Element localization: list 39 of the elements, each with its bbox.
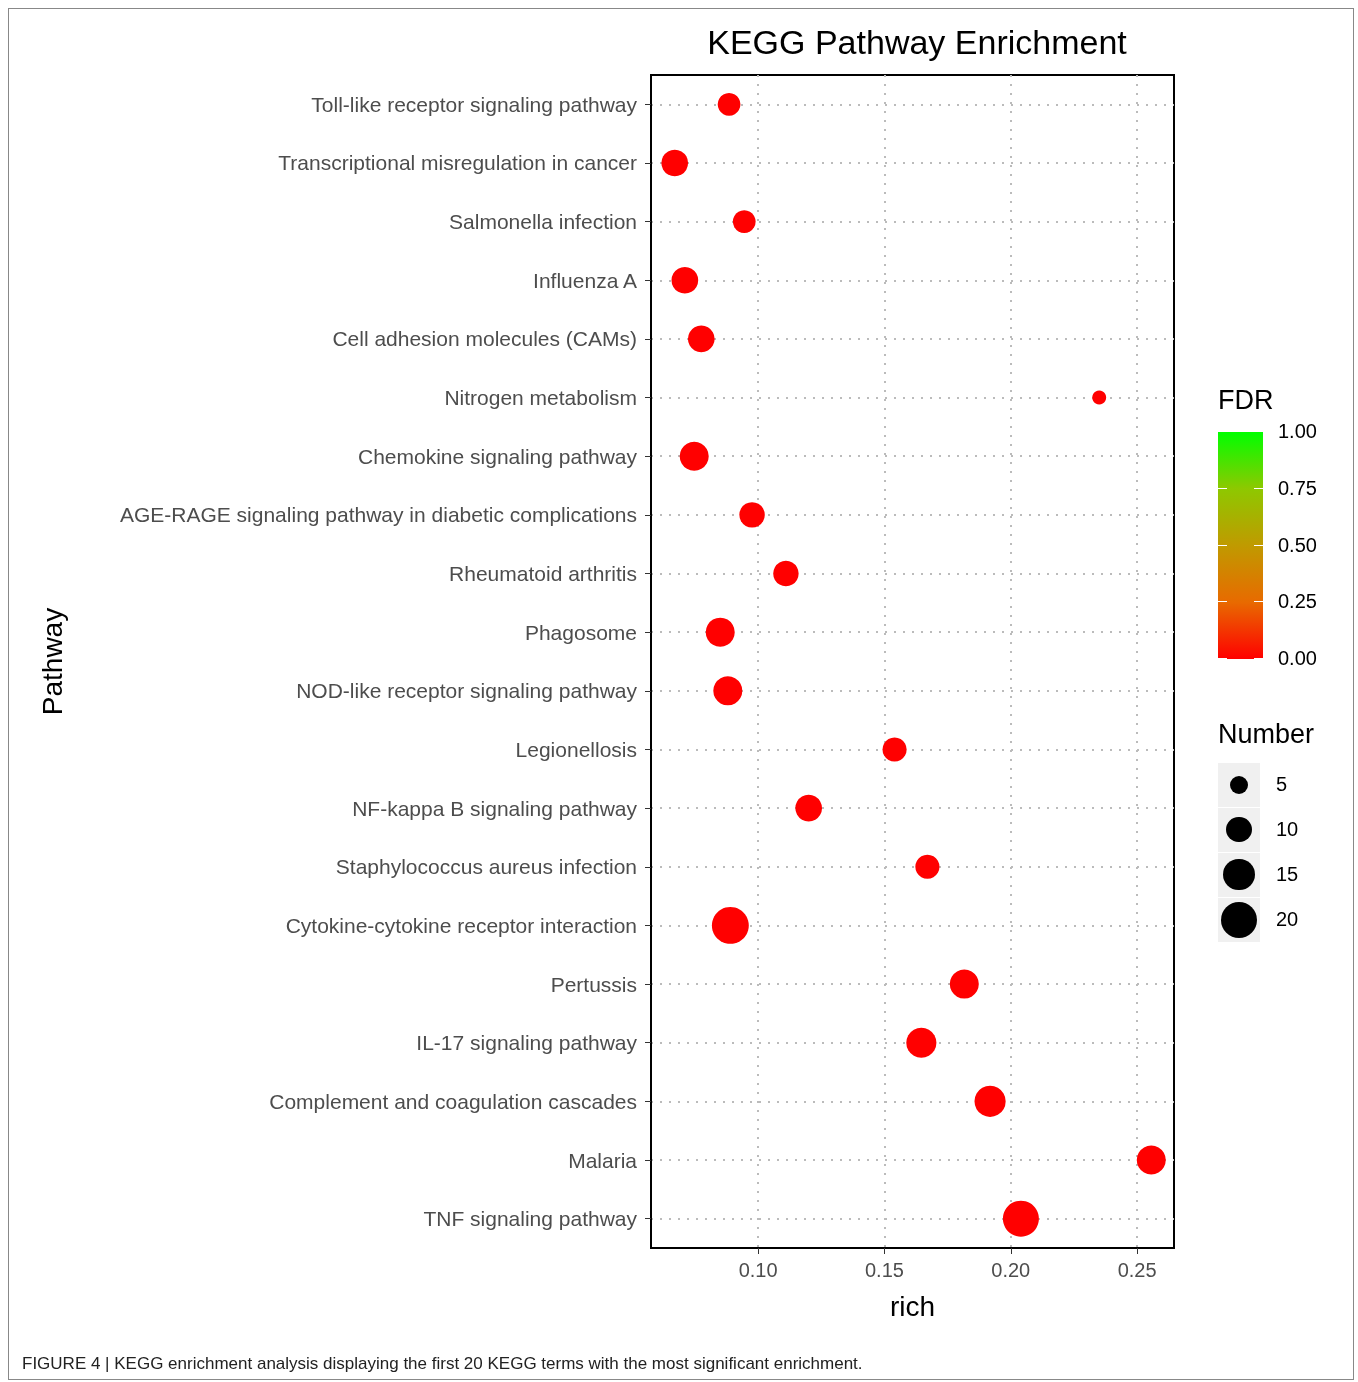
y-tick-label: Phagosome — [524, 620, 637, 644]
legend-label: 10 — [1276, 818, 1299, 841]
y-tick-label: Legionellosis — [515, 737, 637, 761]
y-tick-label: Staphylococcus aureus infection — [335, 855, 637, 879]
color-bar-label: 1.00 — [1278, 420, 1317, 443]
y-tick-label: Complement and coagulation cascades — [269, 1089, 637, 1113]
legend-title: Number — [1218, 719, 1316, 750]
y-tick-label: Rheumatoid arthritis — [449, 562, 637, 586]
color-bar-title: FDR — [1218, 385, 1275, 416]
y-tick-label: Malaria — [568, 1148, 638, 1172]
y-tick-label: Pertussis — [550, 972, 637, 996]
x-tick-label: 0.20 — [991, 1259, 1031, 1281]
y-tick-label: Transcriptional misregulation in cancer — [278, 151, 637, 175]
y-tick-label: NOD-like receptor signaling pathway — [296, 679, 638, 703]
x-axis-title: rich — [889, 1290, 936, 1322]
x-tick-label: 0.15 — [864, 1259, 904, 1281]
legend-label: 15 — [1276, 863, 1299, 886]
x-tick-label: 0.10 — [738, 1259, 778, 1281]
y-tick-label: Chemokine signaling pathway — [358, 444, 638, 468]
x-tick-label: 0.25 — [1117, 1259, 1157, 1281]
legend-label: 20 — [1276, 908, 1299, 931]
y-tick-label: Nitrogen metabolism — [444, 386, 637, 410]
y-tick-label: AGE-RAGE signaling pathway in diabetic complications — [119, 503, 637, 527]
chart-title: KEGG Pathway Enrichment — [707, 23, 1128, 61]
color-bar-label: 0.75 — [1278, 476, 1317, 500]
y-tick-label: Toll-like receptor signaling pathway — [311, 92, 638, 116]
y-tick-label: Influenza A — [533, 268, 637, 292]
caption: FIGURE 4 | KEGG enrichment analysis displaying the first 20 KEGG terms with the most significant enrichment. — [22, 1354, 863, 1374]
y-tick-label: Cell adhesion molecules (CAMs) — [332, 327, 637, 351]
color-bar-label: 0.50 — [1278, 533, 1317, 557]
color-bar-label: 0.00 — [1278, 647, 1317, 670]
color-bar-label: 0.25 — [1278, 590, 1317, 614]
legend-label: 5 — [1276, 773, 1288, 796]
y-axis-title: Pathway — [36, 607, 68, 716]
y-tick-label: Salmonella infection — [449, 210, 637, 234]
y-tick-label: Cytokine-cytokine receptor interaction — [285, 913, 637, 937]
y-tick-label: NF-kappa B signaling pathway — [352, 796, 638, 820]
y-tick-label: TNF signaling pathway — [423, 1207, 638, 1231]
y-tick-label: IL-17 signaling pathway — [416, 1031, 638, 1055]
